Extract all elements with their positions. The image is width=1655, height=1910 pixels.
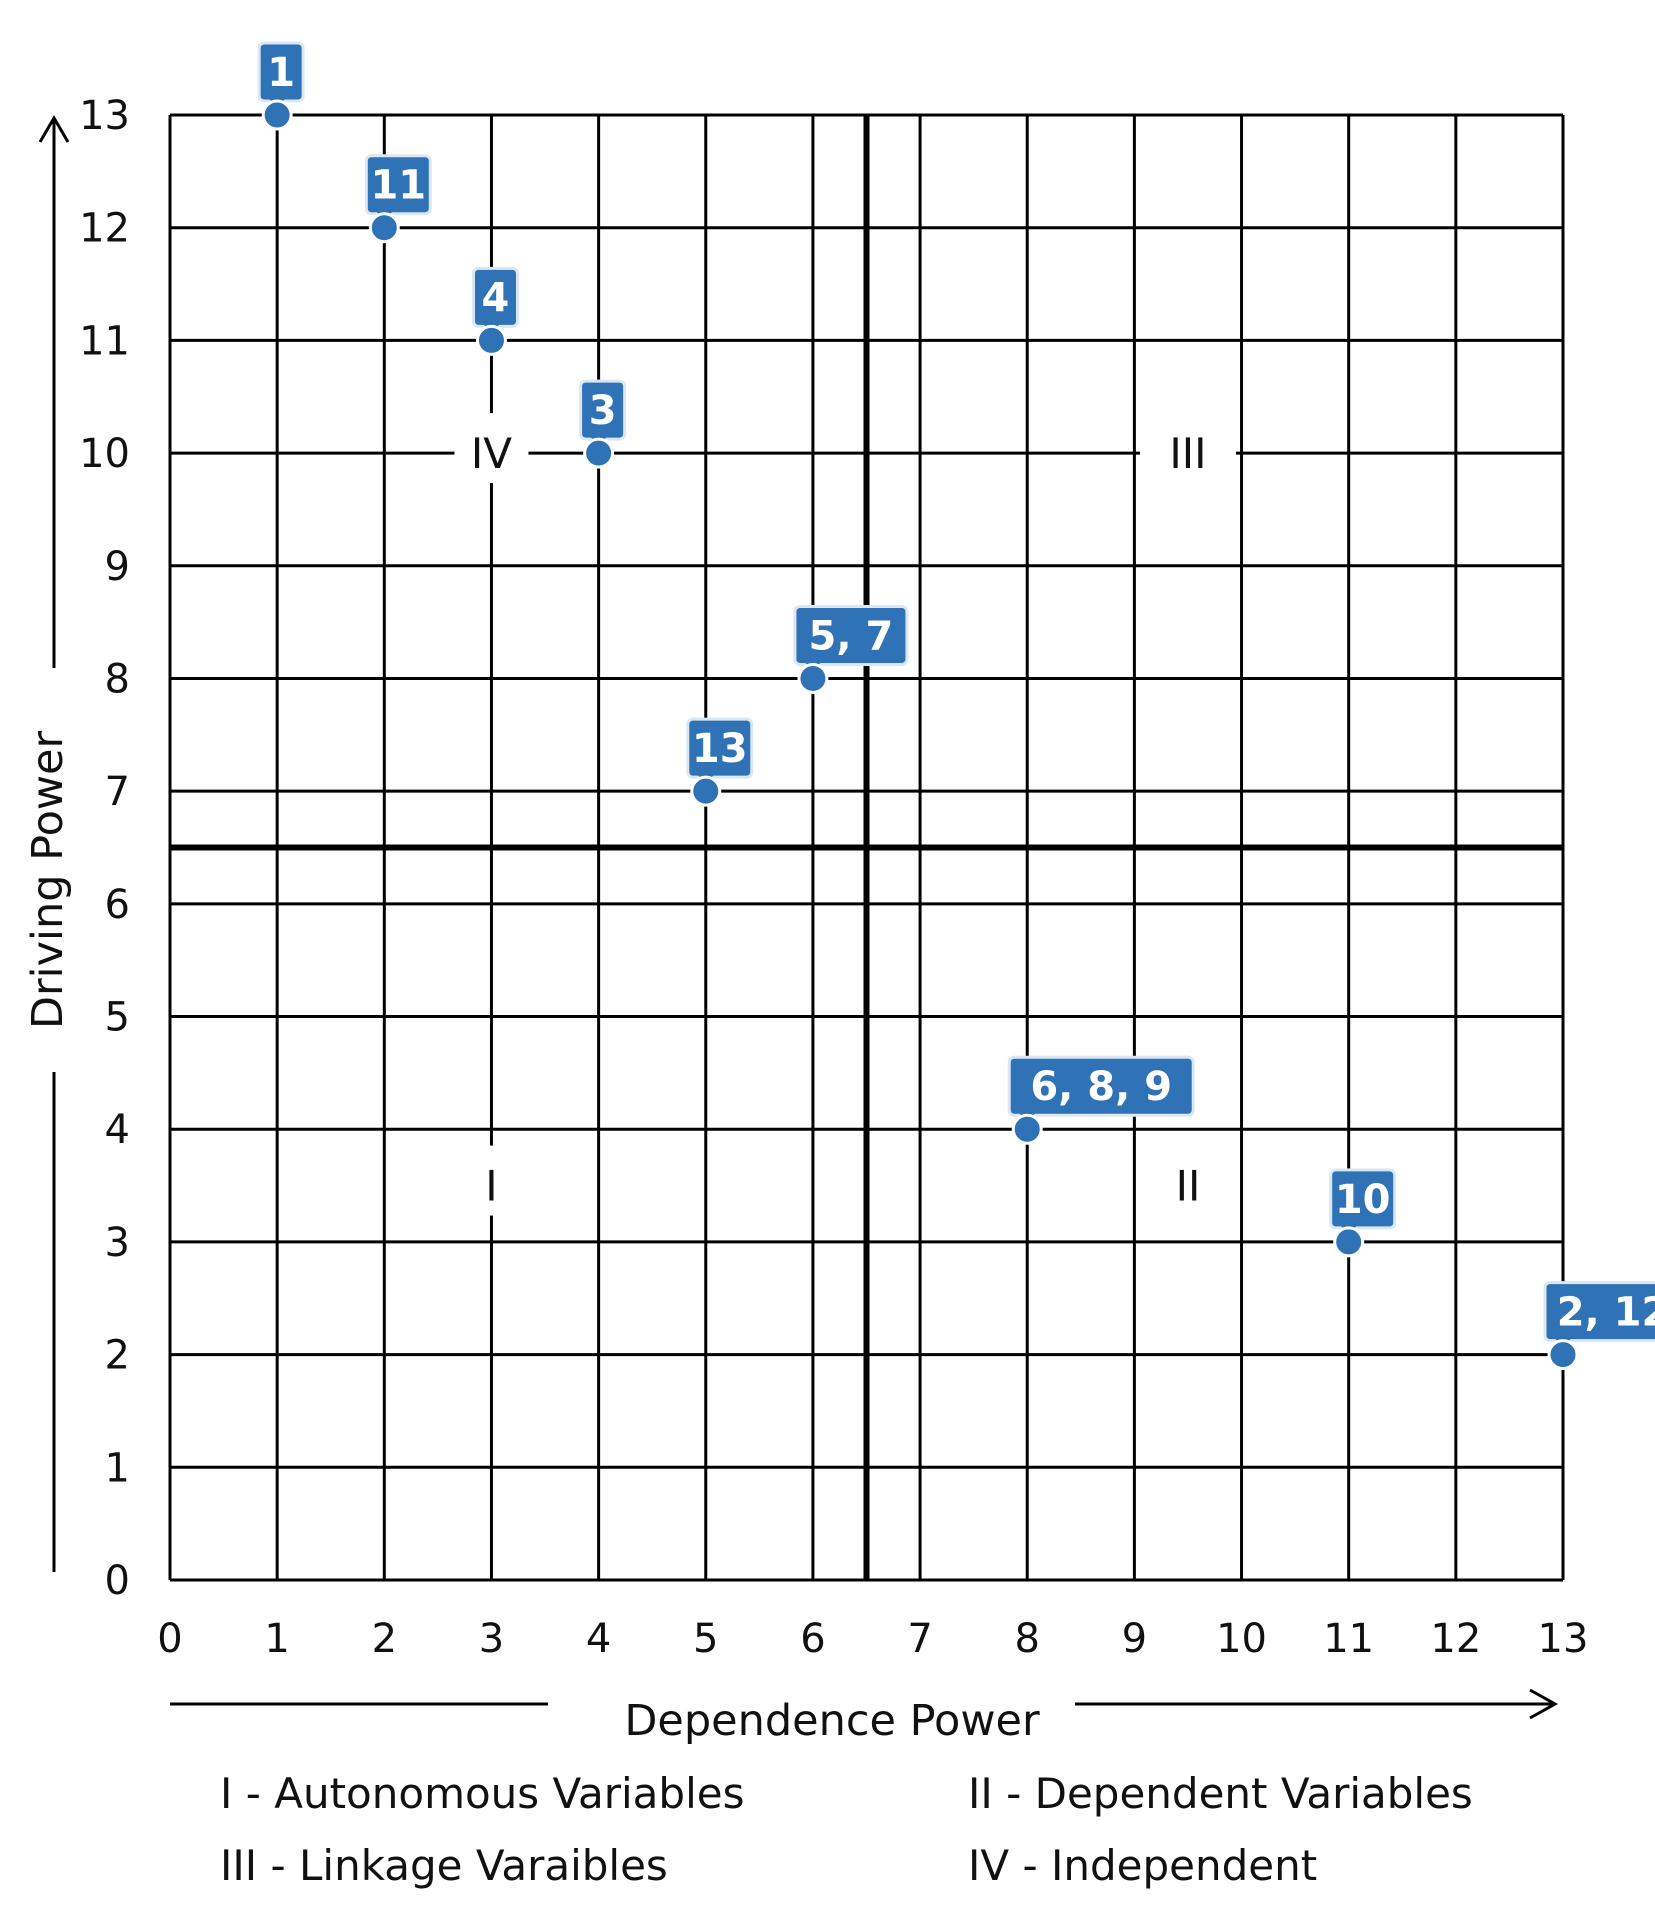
x-tick-label: 7 — [907, 1616, 932, 1662]
quadrant-label: II — [1176, 1162, 1201, 1211]
data-point — [261, 99, 293, 131]
y-tick-label: 8 — [105, 656, 130, 702]
data-point-group: 4 — [471, 266, 519, 356]
data-point-group: 6, 8, 9 — [1007, 1055, 1195, 1145]
y-tick-label: 9 — [105, 544, 130, 590]
legend-item-autonomous: I - Autonomous Variables — [220, 1769, 744, 1818]
y-tick-label: 0 — [105, 1558, 130, 1604]
data-point — [1547, 1339, 1579, 1371]
y-tick-label: 5 — [105, 995, 130, 1041]
quadrant-dividers — [170, 115, 1563, 1580]
data-point — [475, 324, 507, 356]
axis-arrows — [38, 115, 1559, 1720]
data-label: 4 — [482, 275, 510, 321]
data-point — [368, 212, 400, 244]
x-tick-label: 8 — [1015, 1616, 1040, 1662]
y-axis-title: Driving Power — [23, 731, 73, 1030]
data-point — [1011, 1113, 1043, 1145]
x-tick-label: 0 — [157, 1616, 182, 1662]
legend: I - Autonomous Variables II - Dependent … — [220, 1769, 1473, 1890]
data-label-box — [793, 604, 909, 666]
y-arrowhead-icon — [38, 115, 70, 143]
quadrant-label: IV — [471, 429, 512, 478]
x-axis-title: Dependence Power — [624, 1696, 1040, 1746]
data-point-group: 3 — [579, 379, 627, 469]
data-label: 1 — [267, 50, 295, 96]
data-point-group: 13 — [686, 717, 754, 807]
x-tick-label: 5 — [693, 1616, 718, 1662]
data-label: 6, 8, 9 — [1030, 1064, 1172, 1110]
quadrant-label: I — [485, 1162, 497, 1211]
y-tick-label: 7 — [105, 769, 130, 815]
legend-item-linkage: III - Linkage Varaibles — [220, 1841, 668, 1890]
quadrant-label-background — [1150, 1145, 1225, 1216]
data-point-group: 2, 12 — [1543, 1281, 1655, 1371]
x-tick-label: 1 — [264, 1616, 289, 1662]
x-arrowhead-icon — [1529, 1688, 1559, 1720]
y-tick-label: 10 — [79, 431, 130, 477]
data-point — [1333, 1226, 1365, 1258]
x-tick-label: 3 — [479, 1616, 504, 1662]
data-point-group: 1 — [257, 41, 305, 131]
data-label-box — [1329, 1168, 1397, 1230]
data-label-box — [364, 154, 432, 216]
data-label: 5, 7 — [809, 613, 894, 659]
x-tick-label: 2 — [372, 1616, 397, 1662]
x-tick-label: 10 — [1216, 1616, 1267, 1662]
quadrant-label-background — [454, 413, 529, 484]
data-point — [797, 662, 829, 694]
x-tick-label: 12 — [1430, 1616, 1481, 1662]
data-label: 2, 12 — [1557, 1290, 1655, 1336]
data-point — [583, 437, 615, 469]
data-point-group: 5, 7 — [793, 604, 909, 694]
data-label-box — [686, 717, 754, 779]
x-tick-label: 13 — [1538, 1616, 1589, 1662]
data-label: 11 — [370, 163, 426, 209]
legend-item-independent: IV - Independent — [968, 1841, 1317, 1890]
y-tick-label: 11 — [79, 318, 130, 364]
quadrant-label-background — [1139, 413, 1236, 484]
quadrant-label: III — [1169, 429, 1206, 478]
x-tick-label: 4 — [586, 1616, 611, 1662]
x-tick-label: 6 — [800, 1616, 825, 1662]
axis-titles: Dependence Power Driving Power — [23, 731, 1040, 1746]
data-label-box — [1543, 1281, 1655, 1343]
y-tick-label: 6 — [105, 882, 130, 928]
data-point-group: 10 — [1329, 1168, 1397, 1258]
data-label: 3 — [589, 388, 617, 434]
data-point-group: 11 — [364, 154, 432, 244]
y-tick-label: 2 — [105, 1333, 130, 1379]
quadrant-label-background — [465, 1145, 518, 1216]
data-label: 10 — [1335, 1177, 1391, 1223]
x-tick-label: 11 — [1323, 1616, 1374, 1662]
y-tick-label: 4 — [105, 1107, 130, 1153]
x-tick-label: 9 — [1122, 1616, 1147, 1662]
y-tick-label: 1 — [105, 1445, 130, 1491]
data-label: 13 — [692, 726, 748, 772]
legend-item-dependent: II - Dependent Variables — [968, 1769, 1473, 1818]
y-tick-label: 3 — [105, 1220, 130, 1266]
data-point — [690, 775, 722, 807]
data-label-box — [1007, 1055, 1195, 1117]
y-tick-label: 12 — [79, 206, 130, 252]
y-tick-label: 13 — [79, 93, 130, 139]
